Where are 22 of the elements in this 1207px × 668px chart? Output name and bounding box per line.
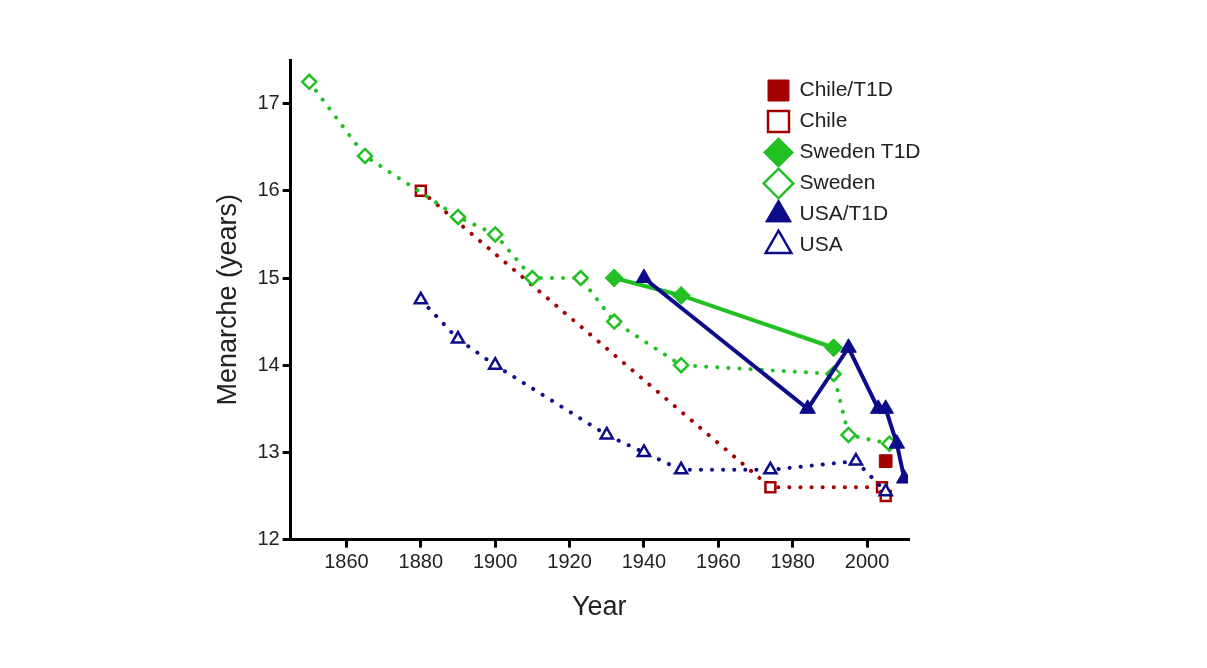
legend-label: Chile xyxy=(799,108,848,132)
legend-label: USA xyxy=(799,232,843,256)
y-tick-label: 14 xyxy=(257,352,280,375)
x-tick-label: 1960 xyxy=(696,550,741,573)
y-tick-label: 17 xyxy=(257,91,280,114)
legend-label: Sweden xyxy=(799,170,876,194)
legend-label: USA/T1D xyxy=(799,201,889,225)
x-tick-label: 1940 xyxy=(621,550,667,573)
y-tick-label: 12 xyxy=(257,527,280,550)
x-tick-label: 2000 xyxy=(844,550,890,573)
x-tick-label: 1860 xyxy=(324,550,369,573)
y-axis-title: Menarche (years) xyxy=(211,194,242,406)
x-tick-label: 1980 xyxy=(770,550,815,573)
x-tick-label: 1900 xyxy=(472,550,518,573)
x-axis-title: Year xyxy=(572,591,627,622)
x-tick-label: 1920 xyxy=(547,550,592,573)
legend-label: Sweden T1D xyxy=(799,139,921,163)
legend-label: Chile/T1D xyxy=(799,77,893,101)
y-tick-label: 15 xyxy=(257,265,280,288)
x-tick-label: 1880 xyxy=(398,550,444,573)
y-tick-label: 13 xyxy=(257,439,280,462)
y-tick-label: 16 xyxy=(257,178,280,201)
